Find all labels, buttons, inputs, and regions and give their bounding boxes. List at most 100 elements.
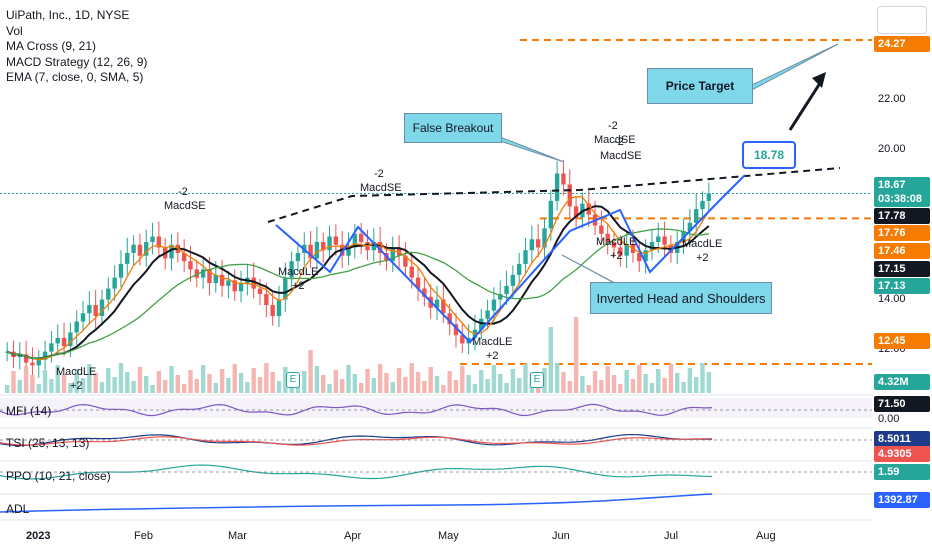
time-tick-label: Mar [228, 530, 247, 542]
candle-body [409, 266, 414, 278]
inverted-hs-callout[interactable]: Inverted Head and Shoulders [590, 282, 772, 314]
volume-bar [257, 377, 263, 393]
macd-se-label: MacdSE [594, 134, 636, 146]
candle-body [156, 236, 162, 248]
candle-body [687, 222, 693, 232]
volume-bar [352, 374, 358, 393]
legend-vol[interactable]: Vol [6, 23, 23, 38]
earnings-marker[interactable]: E [530, 372, 544, 388]
ma-slow-line [6, 228, 709, 360]
volume-bar [586, 385, 591, 393]
volume-bar [346, 365, 351, 393]
volume-bar [415, 372, 421, 393]
volume-bar [681, 382, 686, 393]
volume-bar [4, 385, 10, 393]
candle-body [611, 242, 617, 248]
volume-bar [55, 365, 60, 393]
volume-bar [74, 369, 79, 393]
candle-body [561, 173, 566, 185]
volume-bar [131, 381, 136, 393]
volume-bar [643, 374, 648, 393]
time-tick-label: 2023 [26, 530, 51, 542]
volume-bar [194, 379, 200, 393]
volume-bar [80, 378, 86, 393]
candle-body [567, 184, 572, 207]
volume-bar [365, 369, 370, 393]
volume-bar [219, 369, 225, 393]
legend-macd-strategy[interactable]: MACD Strategy (12, 26, 9) [6, 54, 148, 69]
adl-line [0, 493, 713, 513]
volume-bar [377, 364, 383, 393]
candle-body [188, 261, 193, 270]
volume-bar [314, 366, 320, 393]
volume-bar [554, 363, 560, 393]
candle-body [618, 247, 623, 256]
candle-body [542, 228, 547, 248]
macd-se-label: MacdSE [164, 200, 206, 212]
candle-body [181, 252, 187, 262]
candle-body [207, 269, 212, 284]
volume-bar [567, 381, 572, 393]
candle-body [529, 239, 535, 251]
false-breakout-pointer [494, 134, 565, 163]
legend-title[interactable]: UiPath, Inc., 1D, NYSE [6, 8, 130, 22]
ppo-label[interactable]: PPO (10, 21, close) [6, 469, 111, 483]
chart-settings-button[interactable] [877, 6, 927, 34]
volume-bar [42, 370, 48, 393]
candle-body [504, 285, 509, 295]
macd-le-label: MacdLE [682, 238, 723, 250]
volume-bar [339, 379, 345, 393]
candle-body [219, 274, 225, 286]
candle-body [30, 362, 35, 366]
volume-bar [99, 382, 105, 393]
volume-bar [11, 371, 16, 393]
time-tick-label: Apr [344, 530, 362, 542]
legend-ema[interactable]: EMA (7, close, 0, SMA, 5) [6, 70, 144, 84]
price-target-pointer [746, 43, 839, 94]
price-axis-badge: 8.5011 [874, 431, 930, 447]
volume-bar [561, 372, 566, 393]
volume-bar [453, 380, 459, 393]
adl-label[interactable]: ADL [6, 502, 30, 516]
price-tick-label: 20.00 [878, 143, 906, 155]
candle-body [599, 225, 604, 234]
volume-bar [624, 370, 629, 393]
legend-ma-cross[interactable]: MA Cross (9, 21) [6, 39, 97, 53]
false-breakout-callout[interactable]: False Breakout [404, 113, 502, 143]
mfi-band [0, 398, 872, 418]
candle-body [23, 354, 29, 363]
volume-bar [181, 384, 187, 393]
volume-bar [226, 378, 231, 393]
candle-body [358, 233, 364, 242]
time-tick-label: May [438, 530, 459, 542]
candle-body [194, 269, 200, 278]
candle-body [403, 255, 408, 267]
candle-body [371, 242, 377, 251]
volume-bar [447, 371, 452, 393]
target-arrow [788, 79, 824, 131]
candle-body [327, 236, 332, 251]
candle-body [74, 321, 79, 333]
candle-body [447, 313, 452, 325]
mfi-label[interactable]: MFI (14) [6, 404, 52, 418]
candle-body [232, 280, 237, 292]
time-tick-label: Jul [664, 530, 679, 542]
minus-two-label: -2 [608, 120, 618, 132]
candle-body [99, 299, 105, 316]
volume-bar [36, 384, 41, 393]
candle-body [377, 242, 383, 253]
tsi-label[interactable]: TSI (25, 13, 13) [6, 436, 90, 450]
candle-body [624, 244, 629, 256]
price-target-callout[interactable]: Price Target [647, 68, 753, 104]
target-value-box[interactable]: 18.78 [742, 141, 796, 169]
candle-body [441, 299, 446, 314]
volume-bar [276, 381, 282, 393]
earnings-marker[interactable]: E [286, 372, 300, 388]
candle-body [554, 173, 560, 201]
minus-two-label: -2 [178, 186, 188, 198]
candle-body [200, 269, 206, 278]
macd-le-label: MacdLE [278, 266, 319, 278]
candle-body [276, 299, 282, 316]
price-tick-label: 0.00 [878, 413, 900, 425]
volume-bar [295, 385, 301, 393]
